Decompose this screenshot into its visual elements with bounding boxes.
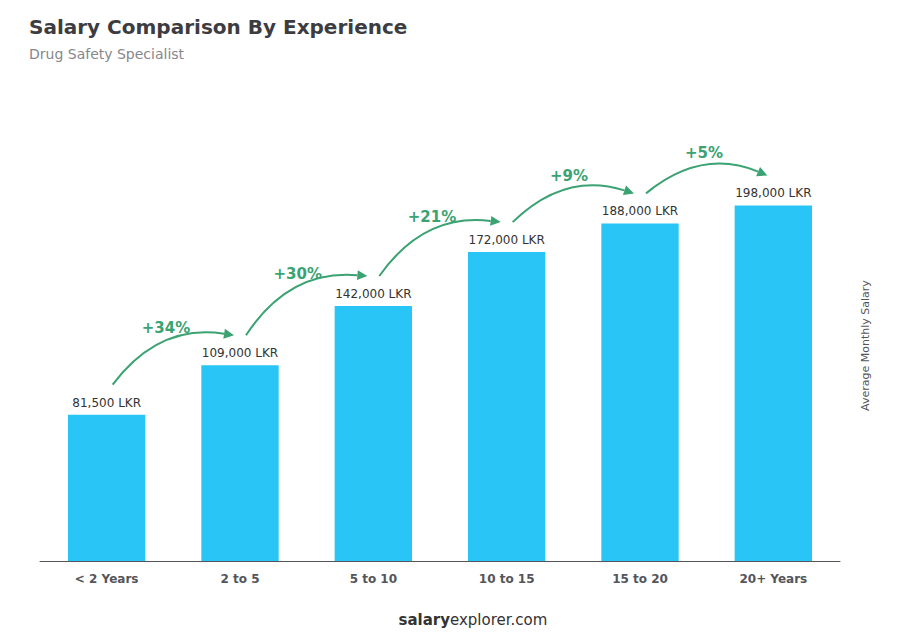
svg-text:188,000 LKR: 188,000 LKR	[602, 204, 678, 218]
svg-text:salary: salary	[399, 611, 451, 629]
svg-text:142,000 LKR: 142,000 LKR	[335, 287, 411, 301]
svg-text:109,000 LKR: 109,000 LKR	[202, 346, 278, 360]
svg-text:< 2 Years: < 2 Years	[75, 572, 139, 586]
svg-text:20+ Years: 20+ Years	[739, 572, 807, 586]
svg-text:Average Monthly Salary: Average Monthly Salary	[859, 280, 872, 411]
svg-text:+21%: +21%	[408, 208, 456, 226]
svg-text:198,000 LKR: 198,000 LKR	[735, 186, 811, 200]
svg-text:10 to 15: 10 to 15	[479, 572, 535, 586]
svg-text:5 to 10: 5 to 10	[350, 572, 397, 586]
svg-text:+34%: +34%	[142, 319, 190, 337]
svg-text:Drug Safety Specialist: Drug Safety Specialist	[29, 46, 185, 62]
svg-text:Salary Comparison By Experienc: Salary Comparison By Experience	[29, 15, 407, 39]
svg-text:172,000 LKR: 172,000 LKR	[468, 233, 544, 247]
svg-text:15 to 20: 15 to 20	[612, 572, 668, 586]
svg-text:+5%: +5%	[685, 144, 723, 162]
svg-text:81,500 LKR: 81,500 LKR	[72, 396, 141, 410]
svg-text:explorer.com: explorer.com	[450, 611, 547, 629]
svg-text:2 to 5: 2 to 5	[220, 572, 259, 586]
svg-text:+30%: +30%	[274, 265, 322, 283]
svg-text:+9%: +9%	[550, 167, 588, 185]
